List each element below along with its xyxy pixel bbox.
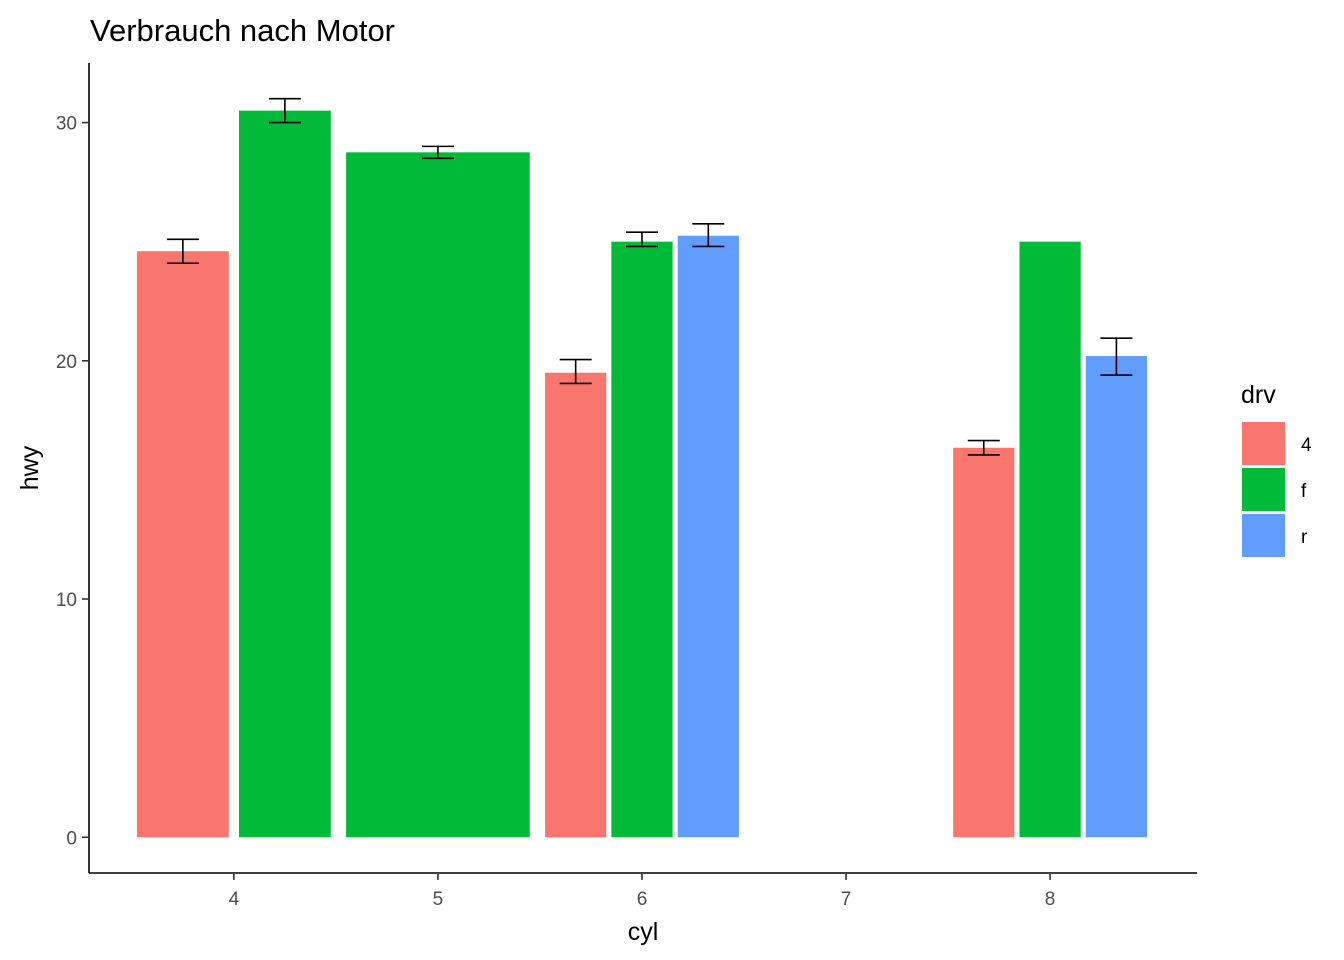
error-bar-cyl6-drv-f [625, 231, 658, 248]
y-axis-ticks: 0 10 20 30 [56, 114, 89, 849]
y-tick-label-0: 0 [66, 828, 77, 849]
y-tick-label-20: 20 [56, 352, 77, 373]
error-bar-cyl8-drv-4 [967, 439, 1000, 456]
error-bar-cyl6-drv-r [692, 223, 725, 248]
x-tick-label-4: 4 [229, 889, 240, 910]
legend-swatch [1242, 468, 1285, 511]
y-tick-label-10: 10 [56, 590, 77, 611]
legend-label: r [1301, 527, 1308, 548]
legend-item-f: f [1242, 468, 1307, 511]
bar-cyl8-drv-r [1085, 356, 1148, 838]
legend-label: 4 [1301, 435, 1312, 456]
legend-label: f [1301, 481, 1307, 502]
legend-item-4: 4 [1242, 422, 1312, 465]
x-tick-label-7: 7 [841, 889, 852, 910]
legend-keys: 4 f r [1242, 422, 1312, 557]
bar-cyl8-drv-4 [953, 447, 1015, 838]
legend-title: drv [1241, 381, 1276, 409]
y-tick-label-30: 30 [56, 114, 77, 135]
x-axis-ticks: 4 5 6 7 8 [229, 873, 1056, 910]
bar-cyl4-drv-4 [136, 251, 229, 838]
x-tick-label-6: 6 [637, 889, 648, 910]
x-tick-label-5: 5 [433, 889, 444, 910]
x-axis-title: cyl [628, 918, 659, 946]
legend-item-r: r [1242, 514, 1308, 557]
error-bar-cyl6-drv-4 [559, 358, 592, 385]
bar-cyl6-drv-f [611, 241, 673, 838]
error-bars-layer [166, 97, 1133, 456]
error-bar-cyl4-drv-4 [166, 238, 199, 264]
legend-swatch [1242, 422, 1285, 465]
bar-cyl6-drv-r [677, 235, 739, 838]
error-bar-cyl5-drv-f [421, 145, 454, 160]
x-tick-label-8: 8 [1045, 889, 1056, 910]
chart-title: Verbrauch nach Motor [90, 13, 395, 48]
error-bar-cyl4-drv-f [268, 97, 301, 124]
bar-cyl4-drv-f [238, 110, 331, 838]
bar-cyl6-drv-4 [545, 372, 607, 838]
bar-cyl5-drv-f [346, 152, 530, 838]
error-bar-cyl8-drv-r [1100, 337, 1133, 376]
legend-swatch [1242, 514, 1285, 557]
y-axis-title: hwy [16, 445, 44, 490]
bars-layer [136, 110, 1148, 838]
bar-cyl8-drv-f [1019, 241, 1081, 838]
legend: drv 4 f r [1241, 381, 1312, 557]
